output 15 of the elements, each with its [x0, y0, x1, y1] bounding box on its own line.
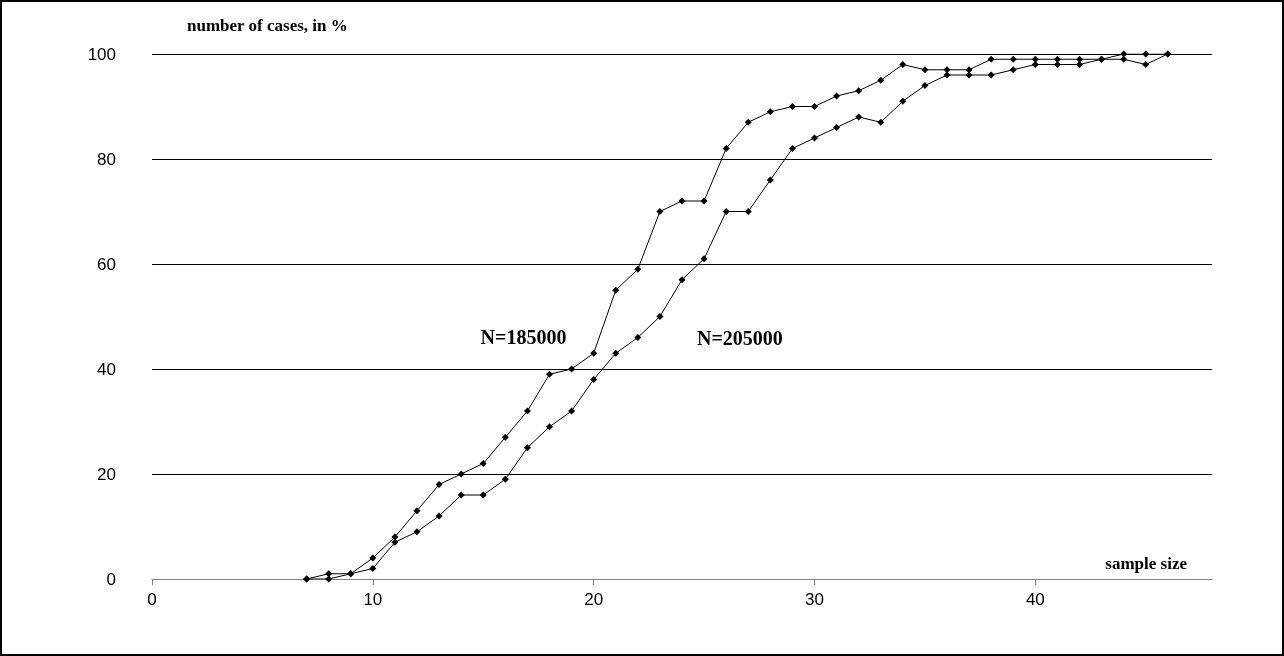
series-label: N=205000	[696, 326, 783, 349]
x-tick-label: 0	[147, 590, 157, 609]
x-tick-label: 30	[805, 590, 824, 609]
x-axis-title: sample size	[1105, 554, 1188, 573]
y-tick-label: 80	[97, 149, 116, 169]
y-axis-title: number of cases, in %	[187, 16, 348, 35]
y-tick-label: 40	[97, 359, 116, 379]
y-tick-label: 0	[106, 569, 116, 589]
y-tick-label: 20	[97, 464, 116, 484]
x-tick-label: 20	[584, 590, 604, 609]
y-tick-label: 60	[97, 254, 116, 274]
y-tick-label: 100	[87, 44, 116, 64]
series-label: N=185000	[480, 326, 567, 349]
x-tick-label: 10	[363, 590, 383, 609]
x-tick-label: 40	[1025, 590, 1045, 609]
